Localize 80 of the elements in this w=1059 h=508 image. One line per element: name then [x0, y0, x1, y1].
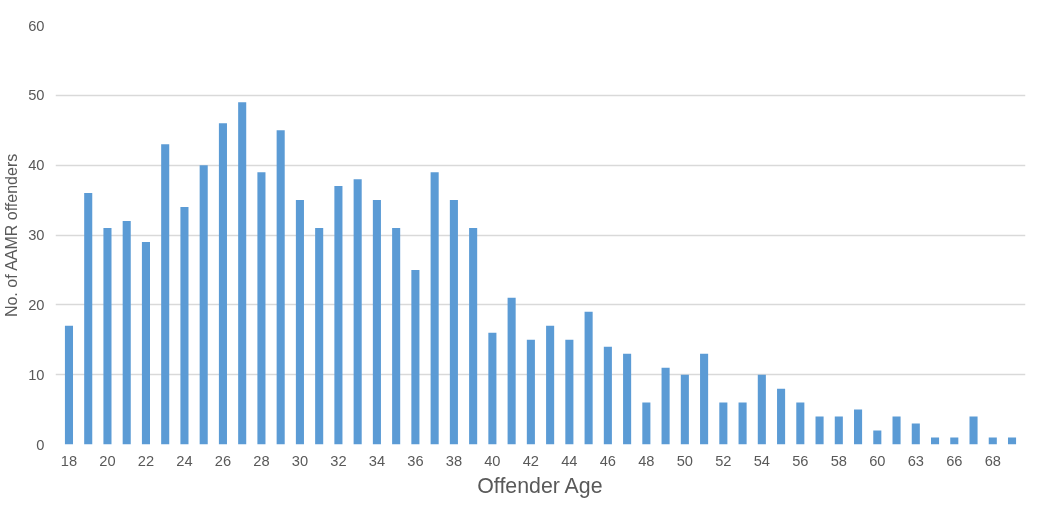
y-tick-label: 10 [28, 366, 45, 383]
x-tick-label: 38 [445, 452, 463, 469]
y-axis-title: No. of AAMR offenders [3, 153, 21, 318]
bar [103, 228, 112, 445]
y-tick-label: 30 [28, 227, 45, 243]
bar [892, 416, 901, 445]
x-tick-label: 20 [99, 452, 116, 469]
bar [218, 123, 227, 445]
bar [199, 165, 208, 445]
bar [623, 353, 632, 445]
bar [469, 228, 478, 445]
bar [161, 144, 170, 445]
bar [719, 402, 728, 445]
x-tick-label: 34 [368, 452, 386, 469]
bar [257, 172, 266, 445]
bar [680, 374, 689, 445]
y-tick-label: 50 [28, 87, 45, 104]
bar [449, 200, 458, 445]
y-tick-label: 0 [36, 436, 45, 453]
bar [295, 200, 304, 445]
bar [507, 297, 516, 445]
x-tick-label: 22 [137, 452, 155, 469]
bar [526, 339, 535, 445]
x-tick-label: 50 [676, 452, 694, 469]
bar [969, 416, 978, 445]
x-tick-label: 30 [291, 452, 309, 469]
bar [700, 353, 709, 445]
y-tick-label: 60 [28, 17, 45, 34]
bar [180, 207, 189, 445]
x-tick-label: 60 [869, 452, 886, 469]
x-tick-label: 66 [946, 452, 963, 469]
x-tick-label: 58 [830, 452, 847, 469]
bar [372, 200, 381, 445]
bar [315, 228, 324, 445]
bar [911, 423, 920, 445]
bar [488, 332, 497, 445]
x-tick-label: 56 [792, 452, 809, 469]
x-tick-label: 24 [176, 452, 193, 469]
bar [141, 241, 150, 445]
x-tick-label: 68 [984, 452, 1001, 469]
x-tick-label: 36 [407, 452, 424, 469]
x-tick-label: 54 [753, 452, 770, 469]
bar [834, 416, 843, 445]
x-tick-label: 32 [330, 452, 347, 469]
bar [238, 102, 247, 445]
x-tick-label: 26 [214, 452, 232, 469]
bar [84, 193, 93, 445]
bar [738, 402, 747, 445]
bar [392, 228, 401, 445]
x-tick-label: 18 [60, 452, 78, 469]
bar [546, 325, 555, 445]
bar [334, 186, 343, 445]
x-tick-label: 48 [638, 452, 655, 469]
bar [64, 325, 74, 445]
bar [854, 409, 863, 445]
x-tick-label: 42 [522, 452, 540, 469]
bar [873, 430, 882, 445]
bar [353, 179, 362, 445]
bar [430, 172, 439, 445]
x-tick-label: 46 [599, 452, 617, 469]
bar [276, 130, 285, 445]
x-tick-label: 40 [484, 452, 501, 469]
bar [584, 311, 593, 445]
x-tick-label: 63 [907, 452, 924, 469]
y-tick-label: 20 [28, 296, 45, 313]
x-tick-label: 52 [715, 452, 732, 469]
bar [815, 416, 824, 445]
x-axis-title: Offender Age [477, 473, 603, 498]
y-tick-label: 40 [28, 157, 45, 174]
bar [757, 374, 766, 445]
bar [642, 402, 651, 445]
bar [661, 367, 670, 445]
bar [777, 388, 786, 445]
bar [122, 221, 131, 445]
x-tick-label: 28 [253, 452, 270, 469]
bar [603, 346, 612, 445]
x-tick-label: 44 [561, 452, 578, 469]
bar [796, 402, 805, 445]
bar [411, 269, 420, 445]
bar [565, 339, 574, 445]
